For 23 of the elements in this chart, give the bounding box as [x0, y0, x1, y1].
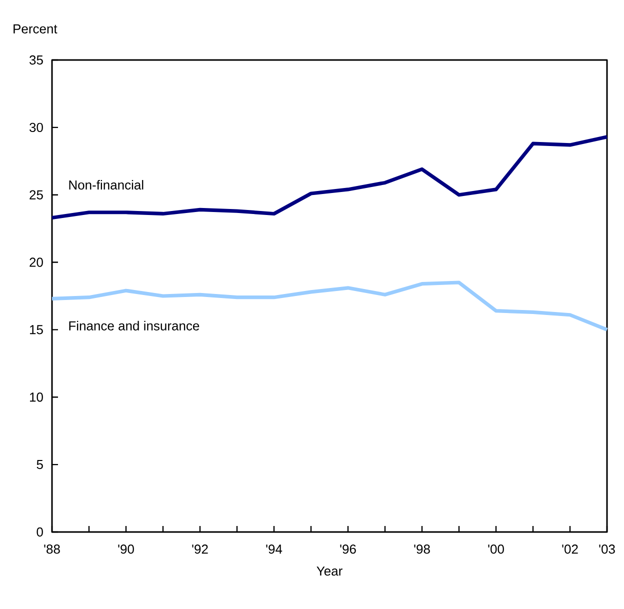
y-tick-label: 30 [30, 122, 43, 132]
series-label: Finance and insurance [69, 320, 200, 330]
x-tick-label: '94 [266, 544, 282, 554]
y-tick-label: 20 [30, 258, 43, 267]
y-tick-label: 5 [36, 460, 43, 470]
x-tick-label: '98 [414, 544, 430, 554]
y-axis-title: Percent [14, 24, 58, 34]
x-tick-label: '90 [118, 544, 134, 554]
y-tick-label: 25 [30, 190, 43, 200]
y-tick-label: 10 [30, 392, 43, 402]
x-tick-label: '02 [562, 544, 578, 554]
y-tick-label: 0 [36, 527, 43, 537]
x-tick-label: '00 [488, 544, 504, 554]
y-tick-label: 15 [30, 325, 43, 334]
line-series [50, 135, 609, 220]
series-label: Non-financial [69, 180, 144, 190]
line-series [50, 280, 609, 332]
y-tick-label: 35 [30, 55, 43, 65]
x-tick-label: '92 [192, 544, 208, 554]
x-tick-label: '03 [599, 544, 615, 554]
x-tick-label: '96 [340, 544, 356, 554]
x-tick-label: '88 [44, 544, 60, 554]
x-axis-title: Year [316, 566, 342, 576]
